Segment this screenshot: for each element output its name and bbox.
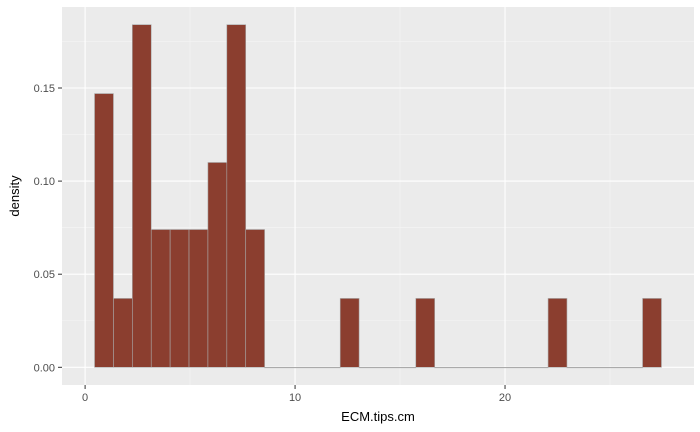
histogram-bar: [642, 298, 662, 368]
histogram-bar: [169, 229, 190, 368]
histogram-bar: [358, 367, 417, 369]
histogram-bar: [415, 298, 435, 368]
y-tick-label: 0.10: [34, 176, 55, 188]
y-tick-label: 0.15: [34, 83, 55, 95]
histogram-bar: [113, 298, 133, 368]
histogram-bar: [434, 367, 549, 369]
histogram-bar: [132, 24, 152, 368]
x-tick-label: 20: [499, 392, 511, 404]
x-axis: 0 10 20: [82, 385, 511, 404]
y-tick-label: 0.00: [34, 362, 55, 374]
histogram-bar: [245, 229, 265, 368]
histogram-bars: [94, 24, 662, 369]
histogram-bar: [339, 298, 360, 368]
histogram-bar: [264, 367, 341, 369]
x-tick-label: 10: [289, 392, 301, 404]
x-axis-title: ECM.tips.cm: [341, 409, 415, 424]
histogram-bar: [226, 24, 247, 368]
histogram-bar: [207, 162, 228, 368]
histogram-bar: [188, 229, 209, 368]
histogram-bar: [547, 298, 568, 368]
histogram-bar: [94, 93, 114, 368]
y-axis: 0.00 0.05 0.10 0.15: [34, 83, 62, 374]
x-tick-label: 0: [82, 392, 88, 404]
histogram-bar: [150, 229, 171, 368]
histogram-bar: [566, 367, 643, 369]
y-axis-title: density: [7, 175, 22, 217]
y-tick-label: 0.05: [34, 269, 55, 281]
